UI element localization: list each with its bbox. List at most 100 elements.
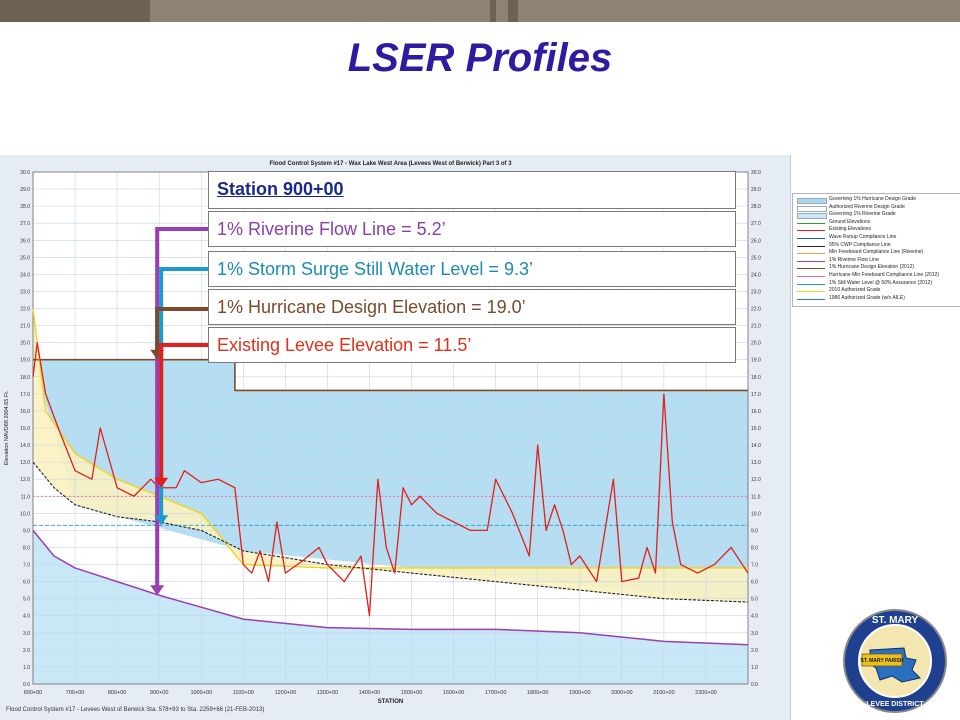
y-tick-label-left: 4.0 [23, 614, 30, 620]
y-tick-label-left: 20.0 [20, 341, 30, 347]
x-tick-label: 1200+00 [275, 690, 297, 696]
y-tick-label-left: 2.0 [23, 648, 30, 654]
authorized-grade-fill [33, 308, 748, 603]
y-tick-label-left: 30.0 [20, 170, 30, 176]
y-tick-label-left: 0.0 [23, 682, 30, 688]
y-tick-label-left: 26.0 [20, 238, 30, 244]
series-line-2010-authorized-grade [32, 308, 748, 569]
x-tick-label: 1300+00 [317, 690, 339, 696]
y-tick-label-left: 19.0 [20, 358, 30, 364]
y-tick-label-left: 28.0 [20, 204, 30, 210]
legend-label: Governing 1% Riverine Grade [829, 211, 896, 218]
y-tick-label-right: 12.0 [751, 477, 761, 483]
y-tick-label-right: 22.0 [751, 307, 761, 313]
y-tick-label-right: 26.0 [751, 238, 761, 244]
legend-swatch [797, 213, 827, 220]
y-tick-label-left: 27.0 [20, 221, 30, 227]
y-tick-label-left: 22.0 [20, 307, 30, 313]
x-tick-label: 2200+00 [695, 690, 717, 696]
x-tick-label: 900+00 [150, 690, 169, 696]
legend-swatch [797, 276, 825, 277]
callout-existing-text: Existing Levee Elevation = 11.5’ [217, 335, 472, 355]
arrow-riverine-head [150, 585, 165, 596]
y-tick-label-left: 25.0 [20, 255, 30, 261]
legend-label: 1% Hurricane Design Elevation (2012) [829, 264, 915, 271]
y-axis-label: Elevation NAVD88 2004.65 Ft. [4, 390, 10, 465]
y-tick-label-right: 29.0 [751, 187, 761, 193]
legend-label: Authorized Riverine Design Grade [829, 203, 905, 210]
callout-storm-surge: 1% Storm Surge Still Water Level = 9.3’ [208, 251, 736, 287]
chart-title: Flood Control System #17 - Wax Lake West… [269, 161, 512, 167]
logo-banner-text: ST. MARY PARISH [861, 658, 904, 664]
y-tick-label-left: 29.0 [20, 187, 30, 193]
y-tick-label-left: 6.0 [23, 580, 30, 586]
y-tick-label-right: 11.0 [751, 494, 761, 500]
arrow-hurricane-stem [155, 307, 208, 354]
y-tick-label-left: 11.0 [21, 494, 31, 500]
legend-label: Ground Elevations [829, 218, 871, 225]
y-tick-label-right: 25.0 [751, 255, 761, 261]
legend-label: Governing 1% Hurricane Design Grade [829, 196, 916, 202]
top-bar-segment [150, 0, 490, 22]
y-tick-label-left: 21.0 [20, 324, 30, 330]
callout-riverine: 1% Riverine Flow Line = 5.2’ [208, 211, 736, 247]
x-tick-label: 1500+00 [401, 690, 423, 696]
y-tick-label-right: 9.0 [751, 528, 758, 534]
legend-swatch [797, 230, 825, 232]
y-tick-label-left: 9.0 [23, 528, 30, 534]
arrow-storm-surge-head [154, 515, 169, 526]
y-tick-label-right: 10.0 [751, 511, 761, 517]
logo-top-text: ST. MARY [872, 615, 919, 626]
legend-label: Existing Elevations [829, 226, 871, 233]
y-tick-label-left: 3.0 [23, 631, 30, 637]
legend-swatch [797, 298, 825, 300]
y-tick-label-left: 24.0 [20, 272, 30, 278]
legend-swatch [797, 260, 825, 262]
slide-top-bar [0, 0, 960, 22]
callout-hurricane: 1% Hurricane Design Elevation = 19.0’ [208, 289, 736, 325]
x-tick-label: 1000+00 [190, 690, 212, 696]
x-tick-label: 1900+00 [569, 690, 591, 696]
y-tick-label-left: 13.0 [20, 460, 30, 466]
y-tick-label-right: 6.0 [751, 580, 758, 586]
riverine-grade-fill [33, 530, 748, 684]
x-tick-label: 1700+00 [485, 690, 507, 696]
x-tick-label: 800+00 [108, 690, 127, 696]
y-tick-label-right: 13.0 [751, 460, 761, 466]
legend-swatch [797, 268, 825, 270]
callout-existing: Existing Levee Elevation = 11.5’ [208, 327, 736, 363]
legend-label: Min Freeboard Compliance Line (Riverine) [829, 249, 924, 256]
series-line-95-cwp-compliance-line [32, 461, 749, 603]
y-tick-label-right: 20.0 [751, 341, 761, 347]
y-tick-label-left: 12.0 [20, 477, 30, 483]
legend-swatch [797, 222, 825, 224]
callout-station-text: Station 900+00 [217, 179, 344, 199]
y-tick-label-right: 7.0 [751, 563, 758, 569]
y-tick-label-right: 17.0 [751, 392, 761, 398]
legend-label: Hurricane Min Freeboard Compliance Line … [829, 272, 940, 278]
arrow-riverine-stem [155, 227, 208, 590]
legend-swatch [797, 253, 825, 255]
y-tick-label-right: 3.0 [751, 631, 758, 637]
callout-storm-surge-text: 1% Storm Surge Still Water Level = 9.3’ [217, 259, 533, 279]
x-tick-label: 1100+00 [233, 690, 254, 696]
y-tick-label-right: 14.0 [751, 443, 761, 449]
x-tick-label: 2000+00 [611, 690, 633, 696]
chart-legend: Governing 1% Hurricane Design Grade Autho… [792, 193, 960, 307]
y-tick-label-left: 15.0 [20, 426, 30, 432]
legend-label: 95% CWP Compliance Line [829, 241, 891, 248]
x-tick-label: 1400+00 [359, 690, 381, 696]
top-bar-segment [518, 0, 960, 22]
st-mary-levee-district-logo: ST. MARY PARISH ST. MARY LEVEE DISTRICT [843, 609, 947, 713]
legend-swatch [797, 283, 825, 285]
y-tick-label-left: 8.0 [23, 545, 30, 551]
x-tick-label: 2100+00 [653, 690, 675, 696]
legend-swatch [797, 245, 825, 247]
logo-bottom-text: LEVEE DISTRICT [866, 701, 924, 708]
legend-label: Wave Runup Compliance Line [829, 234, 897, 240]
y-tick-label-left: 23.0 [20, 289, 30, 295]
x-tick-label: 1800+00 [527, 690, 549, 696]
y-tick-label-right: 18.0 [751, 375, 761, 381]
legend-label: 1% Riverine Flow Line [829, 256, 879, 263]
x-tick-label: 700+00 [66, 690, 85, 696]
